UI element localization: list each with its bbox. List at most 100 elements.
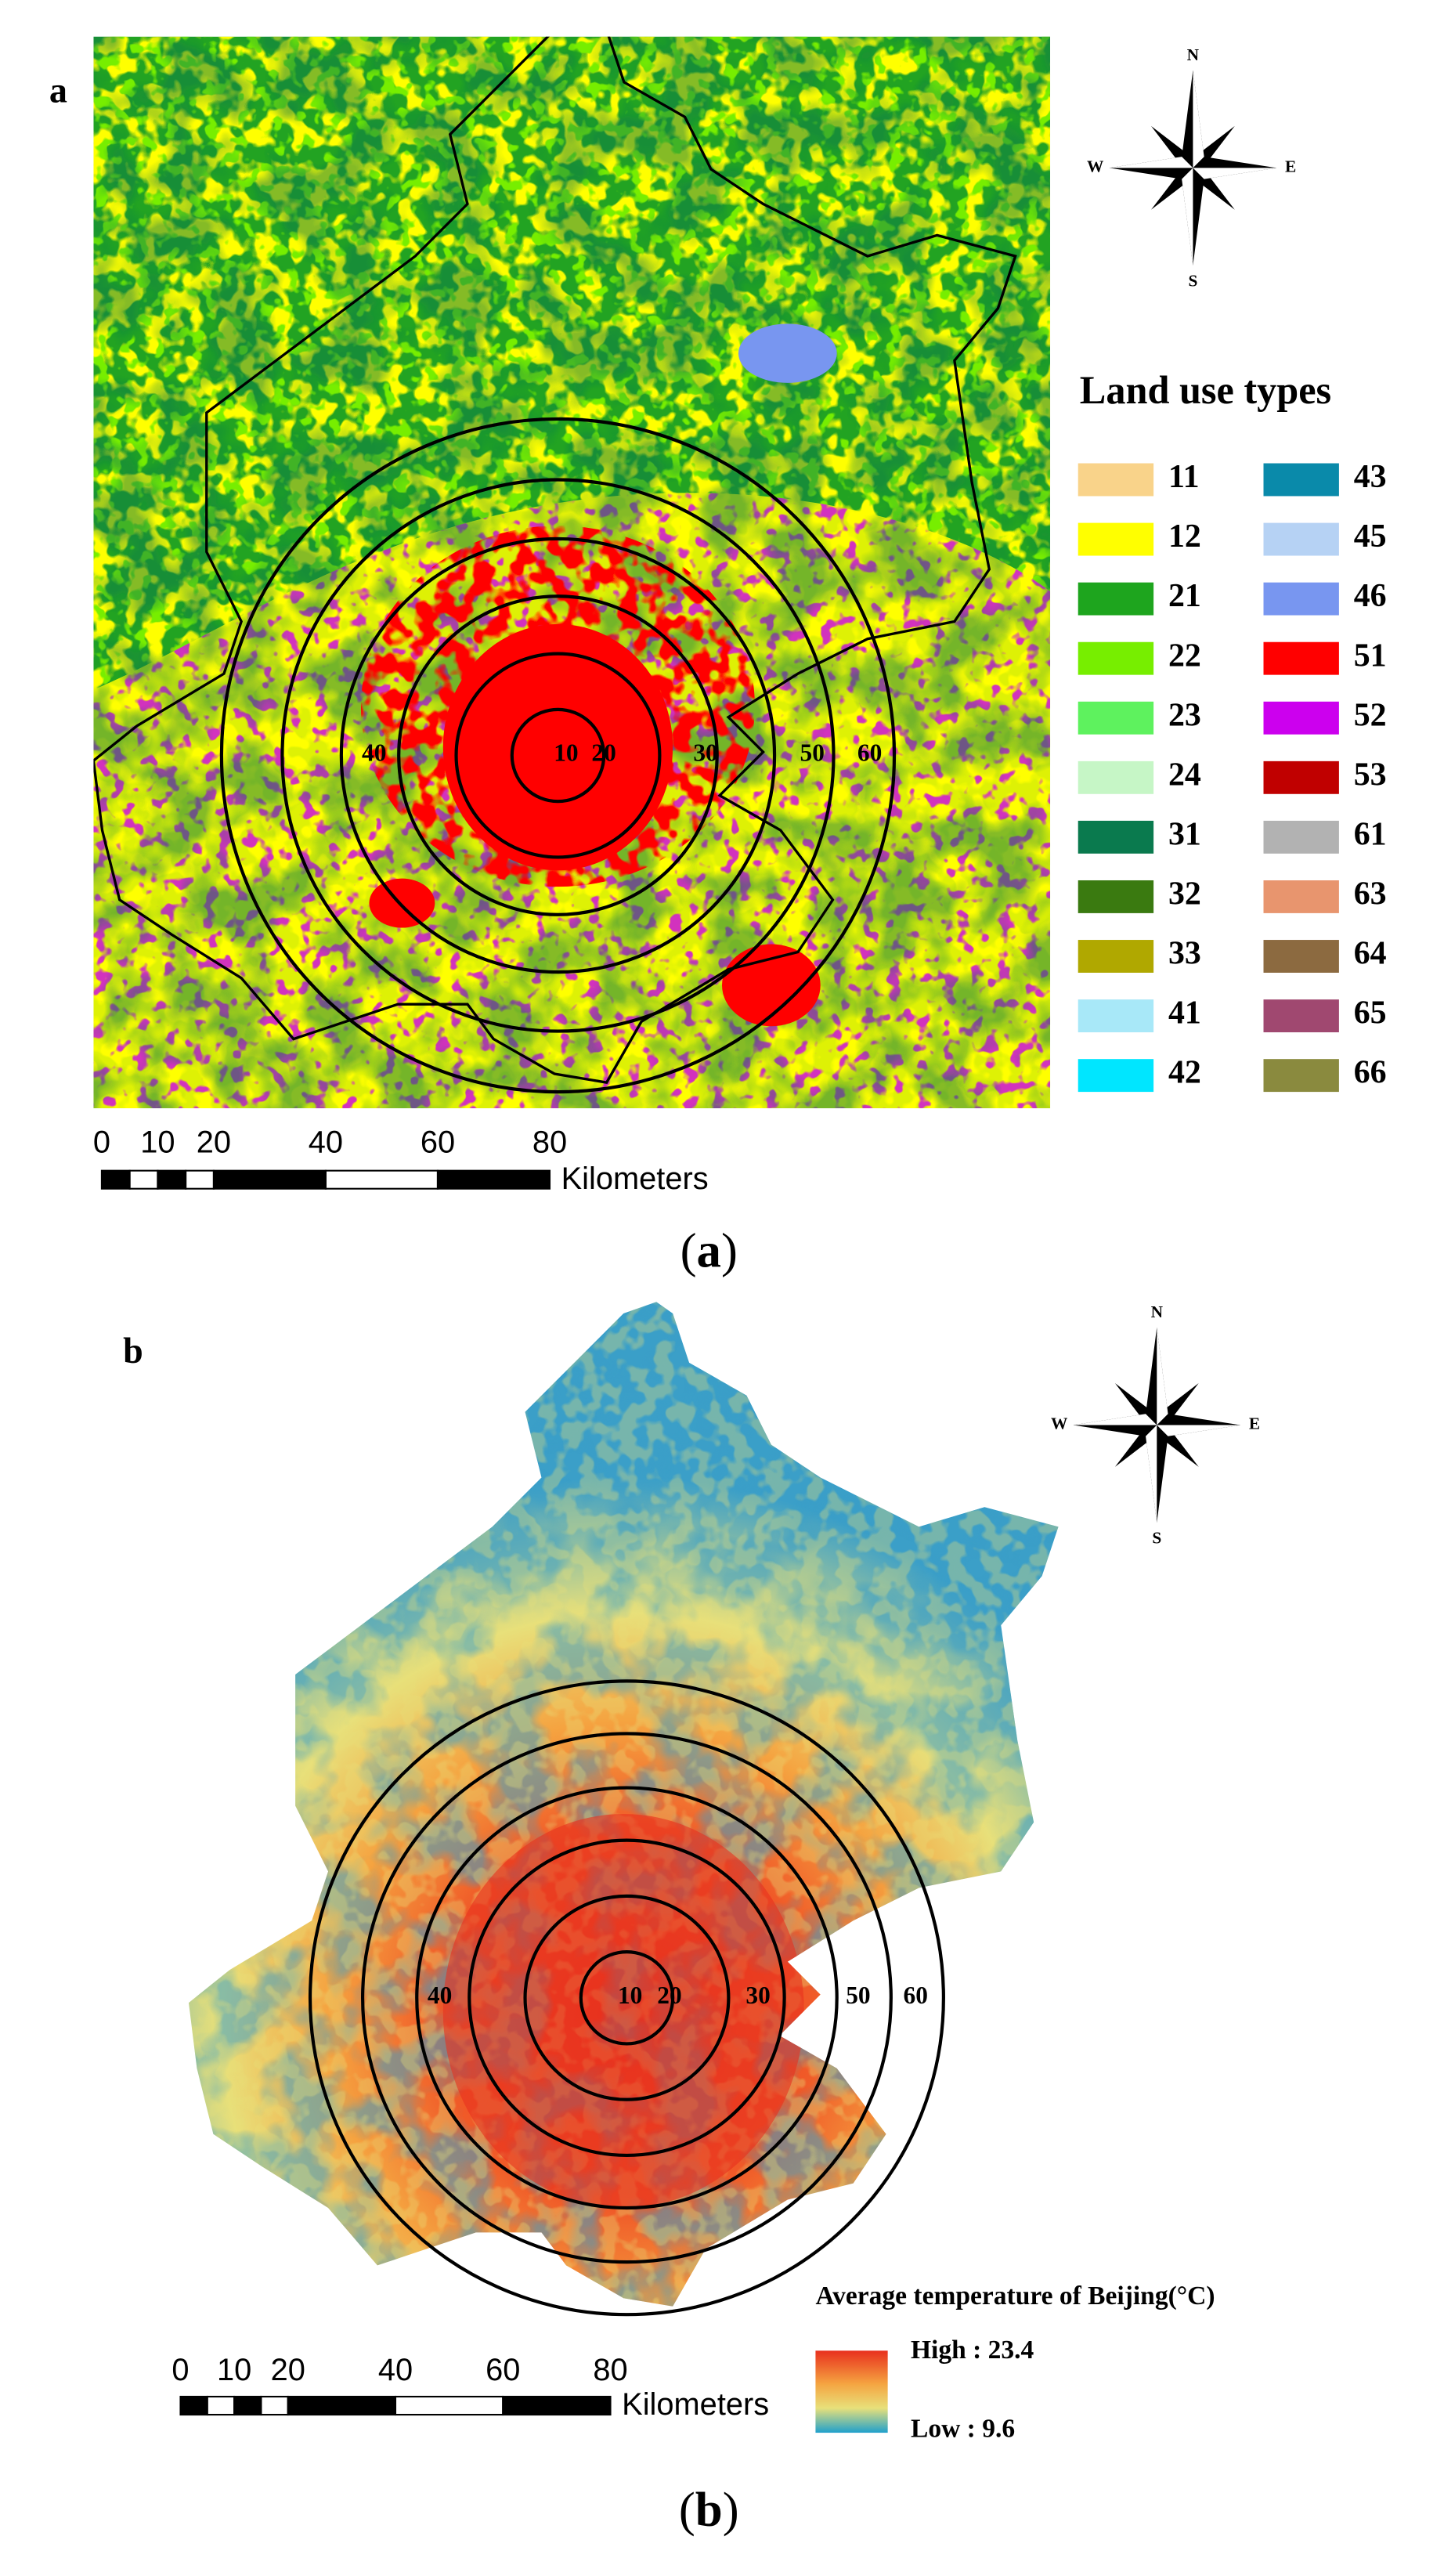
- legend-label: 43: [1354, 459, 1387, 495]
- legend-label: 52: [1354, 697, 1387, 733]
- legend-ramp: [815, 2350, 888, 2433]
- scale-segment: [157, 1169, 187, 1190]
- scale-tick-label: 80: [593, 2353, 627, 2387]
- ring-label: 50: [846, 1982, 870, 2009]
- scale-segment: [324, 1169, 439, 1190]
- panel-label: b: [123, 1331, 143, 1371]
- compass-highlight: [1073, 1414, 1157, 1425]
- legend-label: 51: [1354, 638, 1387, 674]
- scale-segment: [502, 2395, 612, 2416]
- legend-swatch: [1263, 1059, 1339, 1093]
- legend-swatch: [1078, 522, 1154, 556]
- temperature-map: [188, 1302, 1059, 2307]
- scale-tick-label: 60: [421, 1125, 455, 1160]
- buffer-ring: [467, 1838, 786, 2158]
- buffer-ring: [280, 478, 836, 1033]
- scale-tick-label: 40: [309, 1125, 343, 1160]
- ring-label: 30: [693, 739, 717, 767]
- buffer-ring: [579, 1950, 675, 2046]
- ring-label: 10: [618, 1982, 642, 2009]
- compass: N S E W: [1087, 45, 1296, 291]
- legend-label: 45: [1354, 518, 1387, 555]
- scale-segment: [287, 2395, 397, 2416]
- legend-swatch: [1078, 761, 1154, 794]
- legend-label: 21: [1168, 578, 1201, 614]
- legend-swatch: [1263, 522, 1339, 556]
- compass-highlight: [1109, 157, 1193, 168]
- buffer-ring: [308, 1679, 945, 2317]
- panel-label: a: [49, 70, 67, 110]
- compass-label: S: [1188, 271, 1197, 290]
- compass-highlight: [1182, 168, 1193, 266]
- legend-swatch: [1263, 999, 1339, 1033]
- legend-label: 42: [1168, 1055, 1201, 1091]
- legend-label: 24: [1168, 757, 1201, 793]
- land-use-map: [93, 36, 1051, 1109]
- legend-label: 12: [1168, 518, 1201, 555]
- urban-texture: [361, 526, 755, 887]
- legend-label: 64: [1354, 936, 1387, 972]
- compass: N S E W: [1051, 1302, 1260, 1548]
- legend-swatch: [1263, 641, 1339, 675]
- scale-tick-label: 0: [171, 2353, 189, 2387]
- legend-swatch: [1263, 820, 1339, 854]
- scale-segment: [436, 1169, 551, 1190]
- scale-segment: [394, 2395, 504, 2416]
- scale-segment: [260, 2395, 289, 2416]
- buffer-ring: [415, 1786, 839, 2210]
- caption-paren: ): [723, 2482, 739, 2537]
- legend-label: 53: [1354, 757, 1387, 793]
- legend-title: Land use types: [1080, 368, 1331, 412]
- legend-label: 33: [1168, 936, 1201, 972]
- legend-label: 32: [1168, 876, 1201, 912]
- scale-segment: [206, 2395, 236, 2416]
- legend-high: High : 23.4: [911, 2336, 1034, 2365]
- urban-patch: [369, 878, 435, 928]
- legend-label: 22: [1168, 638, 1201, 674]
- scale-segment: [100, 1169, 131, 1190]
- compass-highlight: [1193, 70, 1204, 168]
- scale-tick-label: 40: [378, 2353, 413, 2387]
- scale-tick-label: 60: [486, 2353, 520, 2387]
- caption-letter: a: [697, 1223, 721, 1278]
- ring-label: 60: [857, 739, 882, 767]
- legend-label: 31: [1168, 816, 1201, 852]
- buffer-ring: [339, 537, 777, 974]
- buffer-ring: [397, 594, 719, 916]
- legend-swatch: [1078, 880, 1154, 913]
- caption: (b): [679, 2482, 739, 2537]
- ring-label: 40: [428, 1982, 452, 2009]
- compass-label: N: [1187, 45, 1200, 64]
- compass-label: E: [1285, 157, 1296, 175]
- legend-swatch: [1078, 820, 1154, 854]
- scale-tick-label: 20: [271, 2353, 305, 2387]
- legend-label: 23: [1168, 697, 1201, 733]
- scale-tick-label: 0: [93, 1125, 110, 1160]
- scale-tick-label: 10: [140, 1125, 175, 1160]
- buffer-ring: [454, 652, 662, 859]
- scale-segment: [179, 2395, 208, 2416]
- caption-paren: ): [721, 1223, 738, 1278]
- legend-swatch: [1078, 999, 1154, 1033]
- scale-segment: [128, 1169, 159, 1190]
- legend-swatch: [1078, 582, 1154, 616]
- ring-label: 20: [591, 739, 616, 767]
- legend-label: 66: [1354, 1055, 1387, 1091]
- caption-paren: (: [679, 2482, 695, 2537]
- legend-swatch: [1078, 463, 1154, 497]
- scale-segment: [185, 1169, 215, 1190]
- legend-swatch: [1263, 701, 1339, 735]
- water-patch: [738, 323, 837, 383]
- legend-label: 41: [1168, 995, 1201, 1031]
- legend-swatch: [1078, 940, 1154, 973]
- ring-label: 50: [800, 739, 825, 767]
- compass-highlight: [1157, 1327, 1168, 1425]
- compass-label: W: [1087, 157, 1104, 175]
- scale-tick-label: 10: [217, 2353, 251, 2387]
- buffer-ring: [510, 707, 606, 804]
- compass-highlight: [1193, 168, 1277, 179]
- scale-unit: Kilometers: [622, 2387, 769, 2422]
- compass-label: E: [1249, 1414, 1260, 1433]
- legend-swatch: [1263, 940, 1339, 973]
